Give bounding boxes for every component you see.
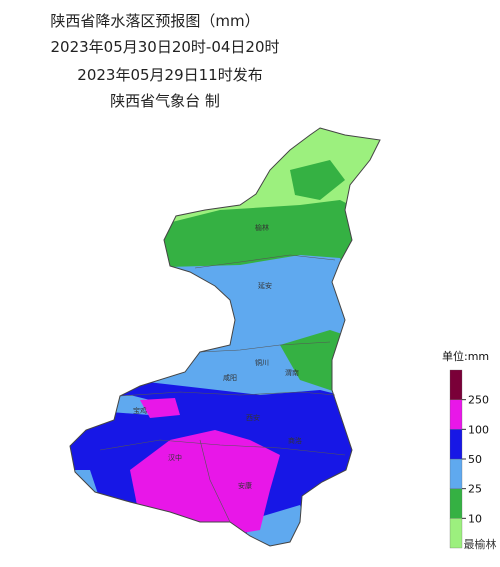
legend-title: 单位:mm: [442, 349, 489, 363]
issuer: 陕西省气象台 制: [110, 92, 220, 110]
issued: 2023年05月29日11时发布: [77, 66, 262, 84]
legend-tick-label: 250: [468, 394, 489, 407]
legend-swatch: [449, 429, 463, 460]
legend-swatch: [449, 518, 463, 549]
city-label: 铜川: [255, 358, 269, 367]
boundaries: [69, 127, 381, 547]
city-label: 宝鸡: [133, 406, 147, 415]
rain-areas: [70, 128, 380, 546]
city-label: 西安: [246, 413, 260, 422]
city-label: 汉中: [168, 453, 182, 462]
legend-tick-label: 100: [468, 423, 489, 436]
city-label: 渭南: [285, 368, 299, 377]
city-label: 商洛: [288, 436, 302, 445]
period: 2023年05月30日20时-04日20时: [50, 38, 279, 56]
city-label: 安康: [238, 481, 252, 490]
legend-swatch: [449, 399, 463, 430]
legend: 单位:mm 10 25 50 100 250: [442, 349, 489, 549]
legend-tick-label: 50: [468, 453, 482, 466]
legend-swatch: [449, 458, 463, 489]
legend-swatch: [449, 369, 463, 400]
city-label: 榆林: [255, 223, 269, 232]
legend-tick-label: 10: [468, 512, 482, 525]
watermark: 最榆林: [464, 537, 497, 551]
title: 陕西省降水落区预报图（mm）: [50, 12, 259, 30]
legend-swatch: [449, 488, 463, 519]
city-label: 延安: [258, 281, 272, 290]
legend-tick-label: 25: [468, 483, 482, 496]
city-label: 咸阳: [223, 373, 237, 382]
